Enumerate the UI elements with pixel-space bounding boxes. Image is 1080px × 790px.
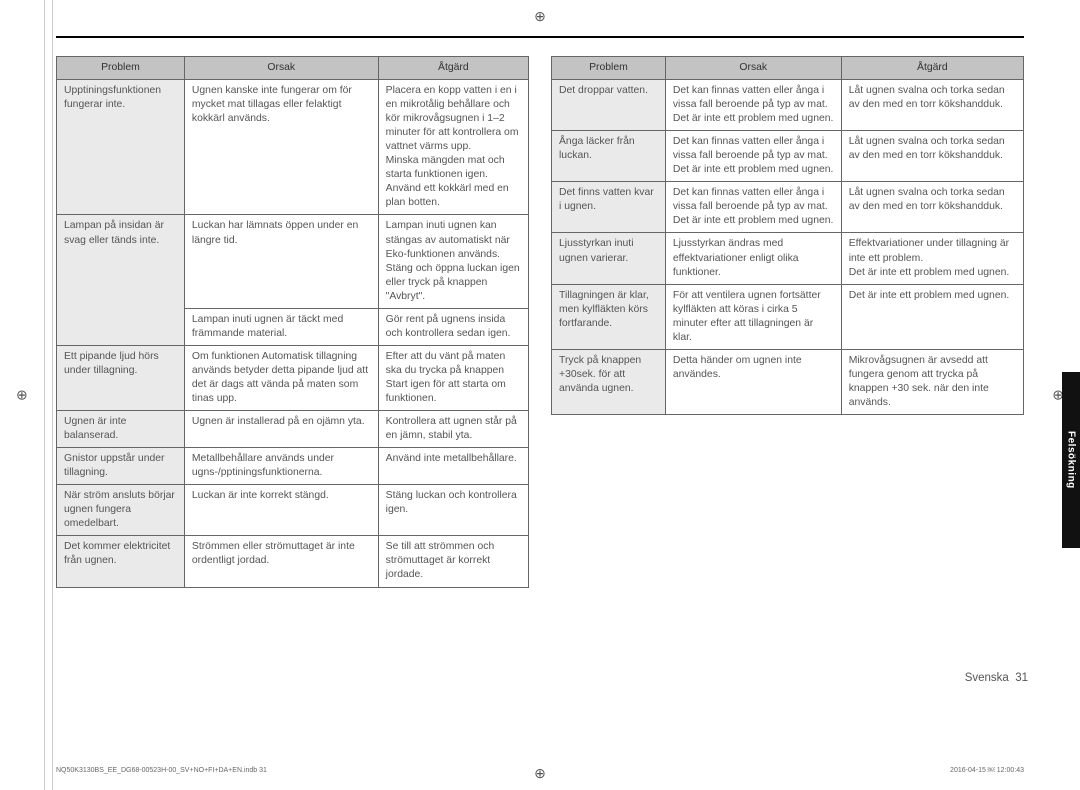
cell-cause: Det kan finnas vatten eller ånga i vissa… xyxy=(665,182,841,233)
cell-cause: Ljusstyrkan ändras med effektvariationer… xyxy=(665,233,841,284)
footer-language: Svenska 31 xyxy=(965,672,1028,684)
cell-problem: Det kommer elektricitet från ugnen. xyxy=(57,536,185,587)
cell-problem: Ånga läcker från luckan. xyxy=(552,131,666,182)
cell-problem: Lampan på insidan är svag eller tänds in… xyxy=(57,215,185,345)
cell-cause: Metallbehållare används under ugns-/ppti… xyxy=(184,448,378,485)
cell-cause: Strömmen eller strömuttaget är inte orde… xyxy=(184,536,378,587)
cell-problem: Gnistor uppstår under tillagning. xyxy=(57,448,185,485)
cell-problem: Upptiningsfunktionen fungerar inte. xyxy=(57,80,185,215)
th-problem: Problem xyxy=(552,57,666,80)
crop-mark-left: ⊕ xyxy=(16,387,28,404)
cell-cause: Det kan finnas vatten eller ånga i vissa… xyxy=(665,131,841,182)
guide-left xyxy=(44,0,45,790)
troubleshooting-table-right: Problem Orsak Åtgärd Det droppar vatten.… xyxy=(551,56,1024,415)
cell-cause: Det kan finnas vatten eller ånga i vissa… xyxy=(665,80,841,131)
cell-cause: För att ventilera ugnen fortsätter kylfl… xyxy=(665,284,841,349)
cell-problem: När ström ansluts börjar ugnen fungera o… xyxy=(57,485,185,536)
cell-problem: Det droppar vatten. xyxy=(552,80,666,131)
cell-action: Kontrollera att ugnen står på en jämn, s… xyxy=(378,411,528,448)
footer-timestamp: 2016-04-15 ￼ 12:00:43 xyxy=(950,767,1024,774)
cell-cause: Ugnen kanske inte fungerar om för mycket… xyxy=(184,80,378,215)
cell-cause: Om funktionen Automatisk tillagning anvä… xyxy=(184,345,378,410)
cell-cause: Ugnen är installerad på en ojämn yta. xyxy=(184,411,378,448)
cell-action: Mikrovågsugnen är avsedd att fungera gen… xyxy=(841,349,1023,414)
cell-action: Låt ugnen svalna och torka sedan av den … xyxy=(841,182,1023,233)
cell-cause: Lampan inuti ugnen är täckt med främmand… xyxy=(184,308,378,345)
right-column: Problem Orsak Åtgärd Det droppar vatten.… xyxy=(551,56,1024,588)
table-row: Ljusstyrkan inuti ugnen varierar.Ljussty… xyxy=(552,233,1024,284)
cell-action: Placera en kopp vatten i en i en mikrotå… xyxy=(378,80,528,215)
cell-problem: Det finns vatten kvar i ugnen. xyxy=(552,182,666,233)
table-row: Det finns vatten kvar i ugnen.Det kan fi… xyxy=(552,182,1024,233)
crop-mark-bottom: ⊕ xyxy=(534,765,546,782)
table-row: När ström ansluts börjar ugnen fungera o… xyxy=(57,485,529,536)
page-content: Problem Orsak Åtgärd Upptiningsfunktione… xyxy=(56,36,1024,716)
cell-action: Det är inte ett problem med ugnen. xyxy=(841,284,1023,349)
table-row: Ugnen är inte balanserad.Ugnen är instal… xyxy=(57,411,529,448)
cell-action: Gör rent på ugnens insida och kontroller… xyxy=(378,308,528,345)
troubleshooting-table-left: Problem Orsak Åtgärd Upptiningsfunktione… xyxy=(56,56,529,588)
table-row: Ett pipande ljud hörs under tillagning.O… xyxy=(57,345,529,410)
top-rule xyxy=(56,36,1024,38)
left-column: Problem Orsak Åtgärd Upptiningsfunktione… xyxy=(56,56,529,588)
cell-cause: Luckan har lämnats öppen under en längre… xyxy=(184,215,378,308)
th-problem: Problem xyxy=(57,57,185,80)
th-action: Åtgärd xyxy=(378,57,528,80)
section-tab-label: Felsökning xyxy=(1066,431,1077,489)
th-action: Åtgärd xyxy=(841,57,1023,80)
cell-cause: Luckan är inte korrekt stängd. xyxy=(184,485,378,536)
cell-action: Se till att strömmen och strömuttaget är… xyxy=(378,536,528,587)
cell-action: Låt ugnen svalna och torka sedan av den … xyxy=(841,80,1023,131)
cell-problem: Ugnen är inte balanserad. xyxy=(57,411,185,448)
cell-action: Använd inte metallbehållare. xyxy=(378,448,528,485)
table-row: Upptiningsfunktionen fungerar inte.Ugnen… xyxy=(57,80,529,215)
cell-action: Efter att du vänt på maten ska du trycka… xyxy=(378,345,528,410)
cell-problem: Ett pipande ljud hörs under tillagning. xyxy=(57,345,185,410)
cell-action: Stäng luckan och kontrollera igen. xyxy=(378,485,528,536)
guide-left-2 xyxy=(52,0,53,790)
table-row: Tillagningen är klar, men kylfläkten kör… xyxy=(552,284,1024,349)
table-row: Gnistor uppstår under tillagning.Metallb… xyxy=(57,448,529,485)
cell-cause: Detta händer om ugnen inte användes. xyxy=(665,349,841,414)
table-row: Det droppar vatten.Det kan finnas vatten… xyxy=(552,80,1024,131)
cell-action: Effektvariationer under tillagning är in… xyxy=(841,233,1023,284)
cell-action: Lampan inuti ugnen kan stängas av automa… xyxy=(378,215,528,308)
table-row: Det kommer elektricitet från ugnen.Ström… xyxy=(57,536,529,587)
table-row: Lampan på insidan är svag eller tänds in… xyxy=(57,215,529,308)
cell-problem: Tryck på knappen +30sek. för att använda… xyxy=(552,349,666,414)
th-cause: Orsak xyxy=(665,57,841,80)
footer-source-file: NQ50K3130BS_EE_DG68-00523H-00_SV+NO+FI+D… xyxy=(56,767,267,774)
table-row: Ånga läcker från luckan.Det kan finnas v… xyxy=(552,131,1024,182)
footer-page-num: 31 xyxy=(1015,672,1028,684)
two-columns: Problem Orsak Åtgärd Upptiningsfunktione… xyxy=(56,56,1024,588)
section-tab: Felsökning xyxy=(1062,372,1080,548)
crop-mark-top: ⊕ xyxy=(534,8,546,25)
cell-problem: Tillagningen är klar, men kylfläkten kör… xyxy=(552,284,666,349)
footer-lang-text: Svenska xyxy=(965,672,1009,684)
cell-problem: Ljusstyrkan inuti ugnen varierar. xyxy=(552,233,666,284)
table-row: Tryck på knappen +30sek. för att använda… xyxy=(552,349,1024,414)
th-cause: Orsak xyxy=(184,57,378,80)
cell-action: Låt ugnen svalna och torka sedan av den … xyxy=(841,131,1023,182)
